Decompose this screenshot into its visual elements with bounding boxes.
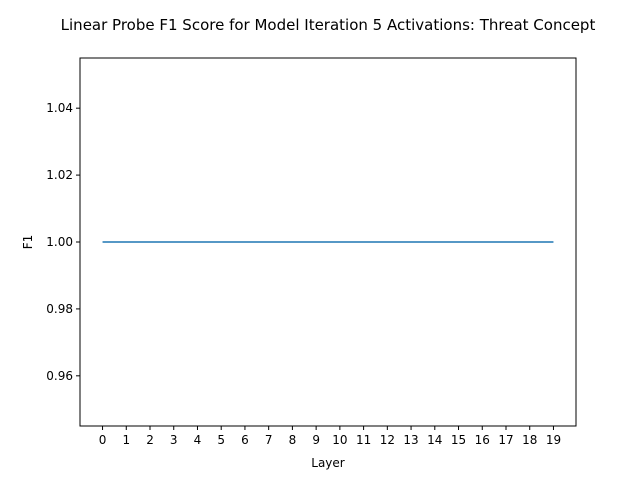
x-tick-label: 2	[146, 433, 154, 447]
plot-area: 0 1 2 3 4 5 6 7 8 9 10 11 12 13 14 15 16 17 18 19 0.960.981…	[46, 57, 577, 447]
x-axis-ticks: 0 1 2 3 4 5 6 7 8 9 10 11 12 13 14 15 16 17 18 19	[99, 426, 561, 447]
chart-title: Linear Probe F1 Score for Model Iteratio…	[61, 16, 596, 34]
x-tick-label: 6	[241, 433, 249, 447]
x-tick-label: 4	[194, 433, 202, 447]
x-tick-label: 19	[546, 433, 561, 447]
x-tick-label: 3	[170, 433, 178, 447]
x-tick-label: 14	[427, 433, 442, 447]
y-tick-label: 1.02	[46, 168, 73, 182]
x-tick-label: 10	[332, 433, 347, 447]
y-tick-label: 0.98	[46, 302, 73, 316]
y-axis-ticks: 0.96 0.98 1.00 1.02 1.04	[46, 101, 80, 383]
x-tick-label: 16	[475, 433, 490, 447]
x-tick-label: 1	[122, 433, 130, 447]
x-tick-label: 18	[522, 433, 537, 447]
x-tick-label: 12	[380, 433, 395, 447]
x-tick-label: 8	[289, 433, 297, 447]
x-tick-label: 11	[356, 433, 371, 447]
x-axis-label: Layer	[311, 456, 345, 470]
y-tick-label: 1.04	[46, 101, 73, 115]
y-tick-label: 0.96	[46, 369, 73, 383]
x-tick-label: 17	[498, 433, 513, 447]
x-tick-label: 13	[403, 433, 418, 447]
x-tick-label: 9	[312, 433, 320, 447]
y-axis-label: F1	[21, 235, 35, 250]
x-tick-label: 7	[265, 433, 273, 447]
x-tick-label: 0	[99, 433, 107, 447]
y-tick-label: 1.00	[46, 235, 73, 249]
x-tick-label: 15	[451, 433, 466, 447]
x-tick-label: 5	[217, 433, 225, 447]
